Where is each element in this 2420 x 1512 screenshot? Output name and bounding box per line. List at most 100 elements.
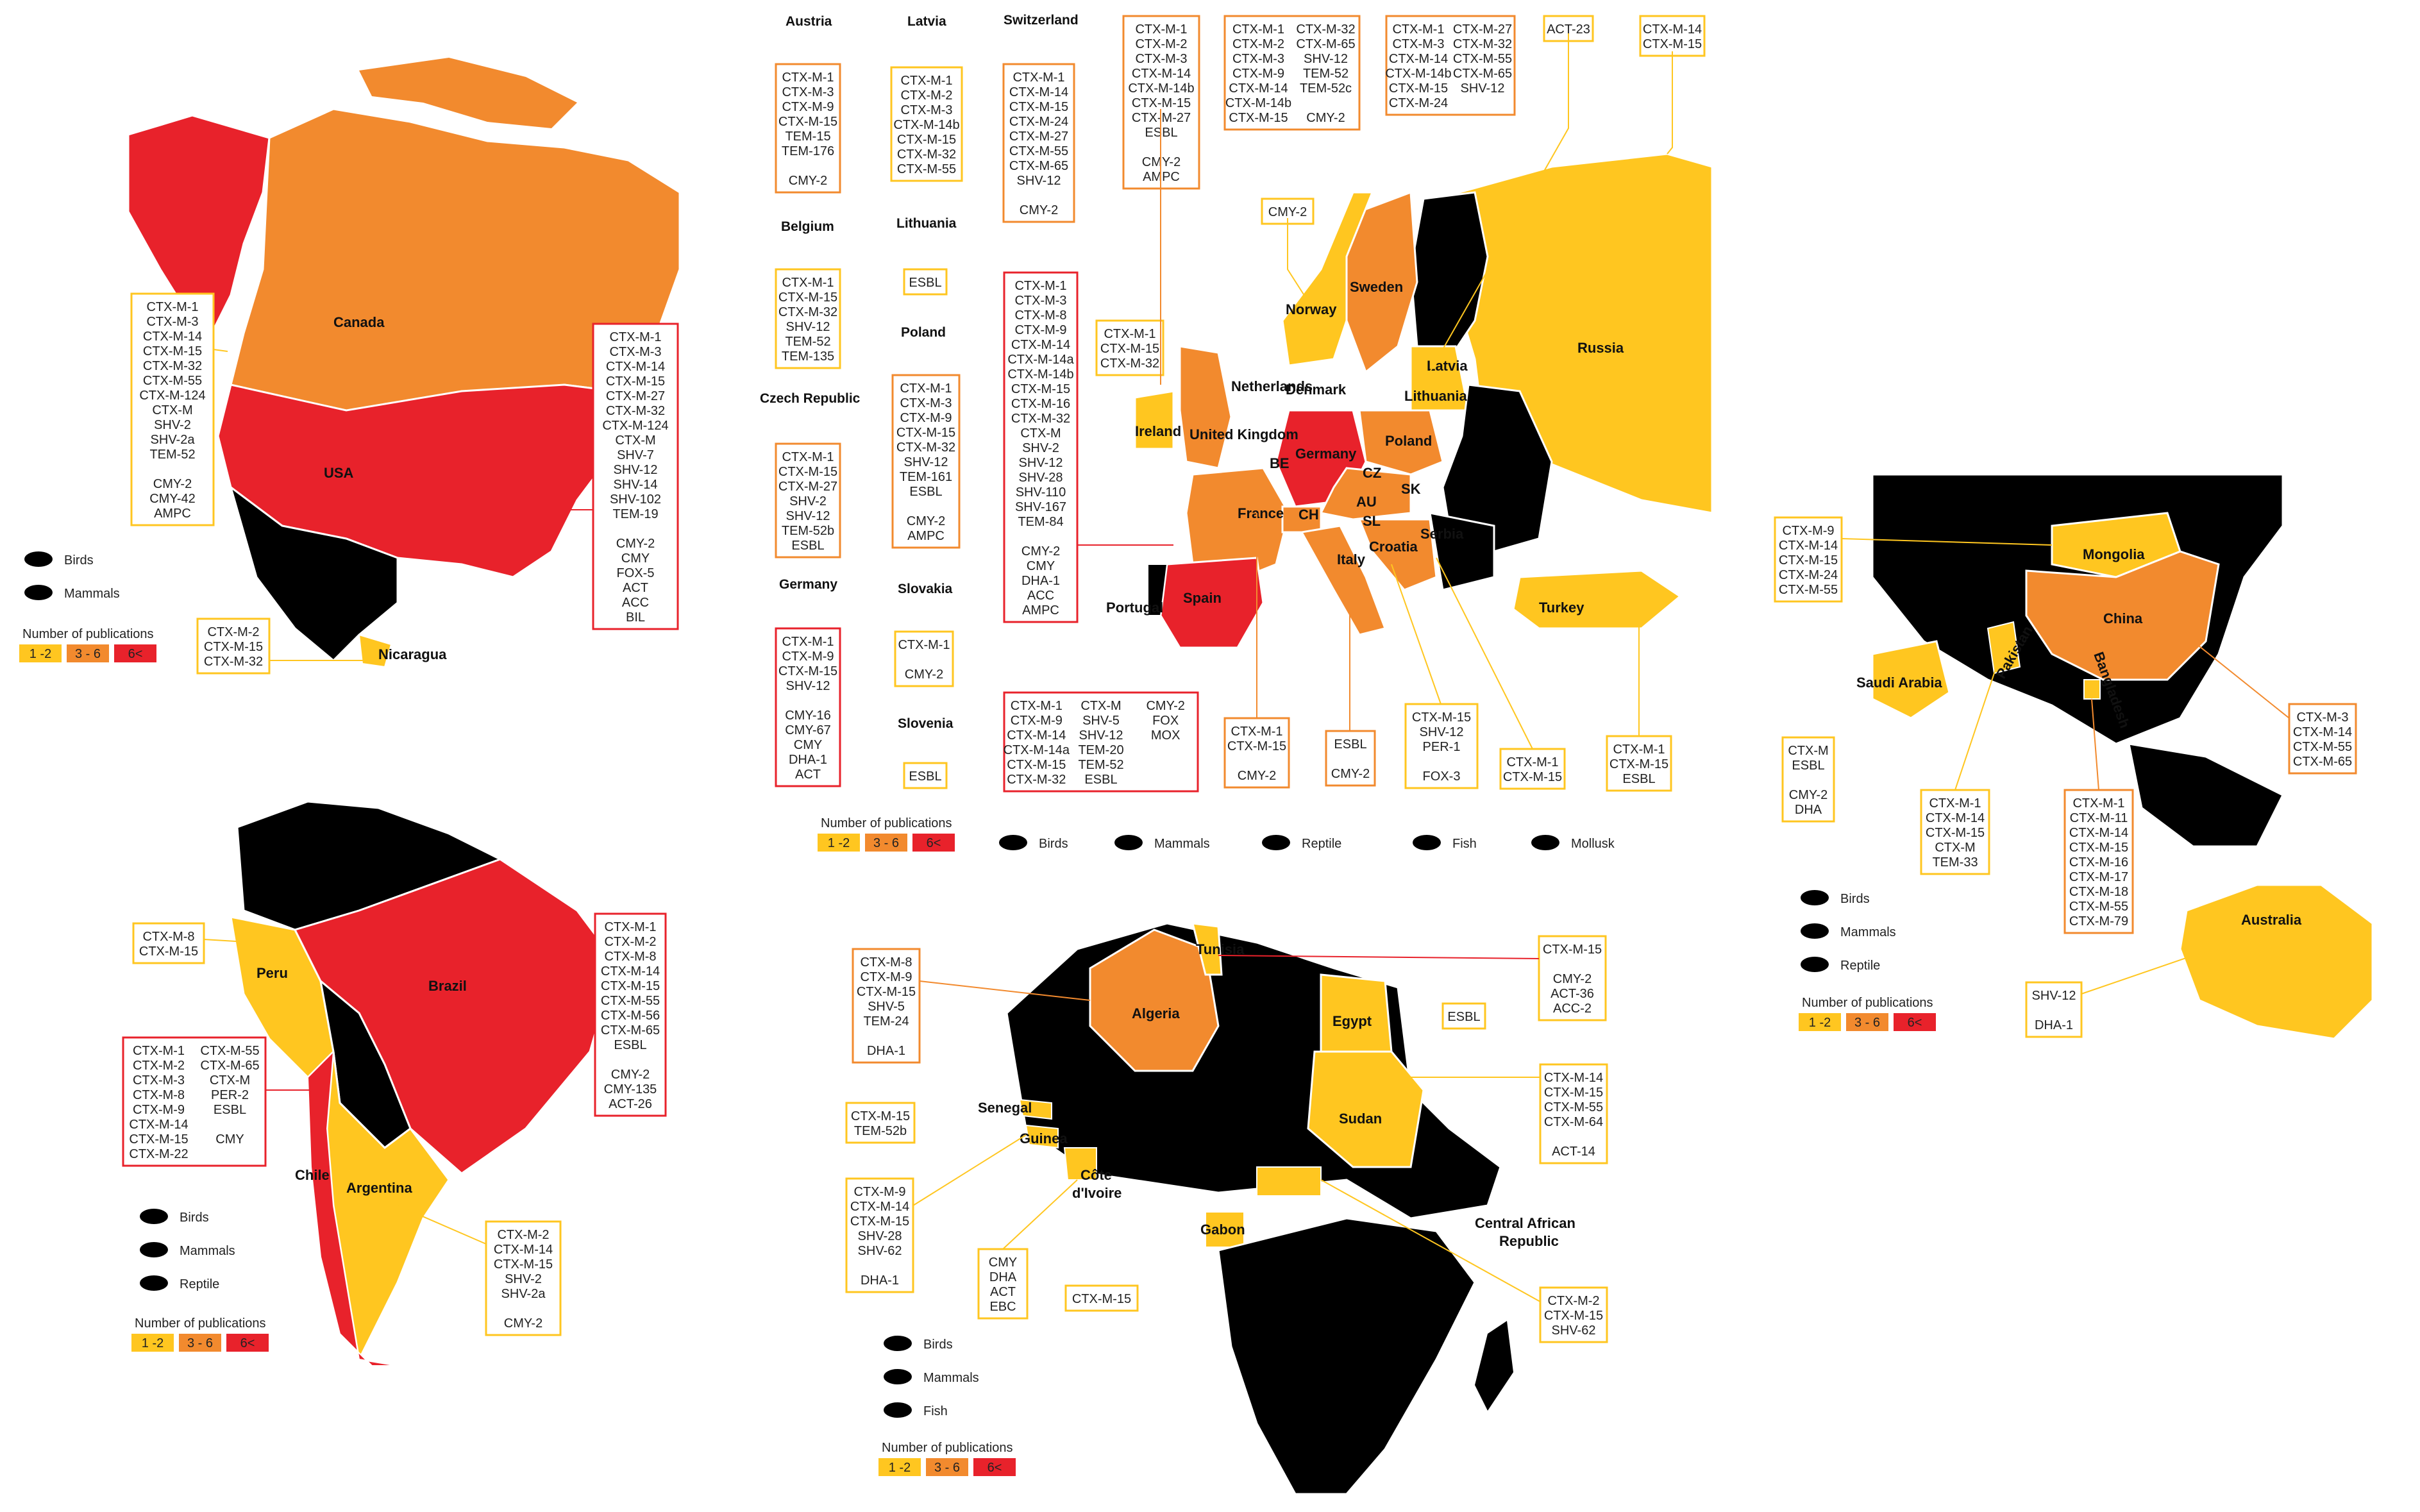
- gene-label: ESBL: [791, 539, 824, 553]
- gene-label: CTX-M-24: [1009, 115, 1068, 129]
- gene-label: SHV-2: [789, 494, 827, 508]
- gene-label: CTX-M-14b: [1128, 81, 1194, 96]
- region-bangladesh: [2083, 679, 2101, 700]
- gene-label: CTX-M-15: [778, 290, 837, 305]
- gene-label: SHV-2: [505, 1272, 542, 1286]
- region-nicaragua: [358, 634, 392, 668]
- legend-label-high: 6<: [987, 1461, 1002, 1475]
- europe-panel: Russia Sweden Norway Latvia Lithuania De…: [760, 13, 1713, 793]
- region-chile: [307, 1050, 398, 1366]
- legend-reptile: Reptile: [180, 1277, 219, 1291]
- gene-label: CTX-M-1: [900, 382, 952, 396]
- gene-label: CTX-M-18: [2069, 885, 2128, 899]
- gene-label: SHV-5: [868, 1000, 905, 1014]
- gene-label: CMY-2: [1146, 699, 1184, 713]
- region-balkans-east: [1429, 512, 1495, 591]
- gene-label: CTX-M-14b: [1007, 367, 1073, 382]
- gene-label: CTX-M-1: [2072, 796, 2124, 811]
- region-southern-africa: [1217, 1217, 1476, 1495]
- gene-label: CTX-M-14: [2069, 826, 2128, 840]
- label-egypt: Egypt: [1332, 1013, 1372, 1029]
- gene-label: CTX-M-55: [1779, 583, 1838, 597]
- legend-label-low: 1 -2: [889, 1461, 911, 1475]
- region-alaska: [127, 114, 271, 335]
- gene-label: CTX-M-32: [1100, 357, 1159, 371]
- gene-label: CTX-M-65: [1296, 37, 1355, 51]
- label-ch: CH: [1298, 507, 1319, 523]
- gene-label: CTX-M: [152, 403, 192, 417]
- gene-label: CTX-M-2: [133, 1059, 185, 1073]
- label-guinea: Guinea: [1020, 1130, 1068, 1147]
- label-russia: Russia: [1577, 340, 1624, 356]
- gene-label: CMY: [794, 738, 822, 752]
- gene-label: AMPC: [907, 529, 945, 543]
- label-tunisia: Tunisia: [1196, 941, 1245, 957]
- gene-label: DHA-1: [789, 753, 827, 767]
- gene-label: ACT: [795, 768, 821, 782]
- fish-icon: [1413, 835, 1441, 850]
- gene-label: SHV-12: [1304, 52, 1348, 66]
- gene-label: ACT: [990, 1285, 1016, 1299]
- gene-label: CTX-M-14a: [1004, 743, 1070, 757]
- gene-label: TEM-135: [782, 349, 834, 364]
- gene-label: CTX-M-14: [601, 964, 660, 979]
- legend-mammals: Mammals: [1154, 837, 1210, 851]
- region-madagascar: [1475, 1321, 1513, 1411]
- mammals-icon: [884, 1369, 912, 1384]
- label-croatia: Croatia: [1369, 539, 1418, 555]
- gene-label: CTX-M-15: [851, 1109, 910, 1123]
- gene-label: CTX-M-24: [1389, 96, 1448, 110]
- gene-label: AMPC: [154, 507, 191, 521]
- label-norway: Norway: [1286, 301, 1337, 317]
- gene-label: CTX-M-1: [1613, 743, 1665, 757]
- label-portugal: Portugal: [1106, 600, 1163, 616]
- gene-label: CTX-M-3: [900, 103, 952, 117]
- gene-label: DHA: [1795, 803, 1822, 817]
- gene-label: CMY-2: [1238, 769, 1276, 783]
- legend-swatch-low: [878, 1458, 921, 1476]
- gene-label: CTX-M-3: [782, 85, 834, 99]
- gene-label: SHV-7: [617, 448, 654, 462]
- region-guinea: [1025, 1124, 1059, 1149]
- legend-swatch-mid: [67, 644, 109, 662]
- label-nicaragua: Nicaragua: [378, 646, 447, 662]
- gene-label: CTX-M-8: [604, 950, 656, 964]
- region-france: [1185, 467, 1290, 578]
- gene-label: FOX-3: [1423, 769, 1461, 784]
- birds-icon: [24, 551, 53, 567]
- legend-mammals: Mammals: [923, 1371, 979, 1385]
- gene-label: TEM-52: [149, 448, 195, 462]
- heading-belgium: Belgium: [781, 219, 834, 234]
- gene-label: CTX-M: [1080, 699, 1121, 713]
- gene-label: ESBL: [1622, 772, 1655, 786]
- gene-label: CTX-M-15: [850, 1214, 909, 1229]
- gene-box-sweden: CTX-M-1CTX-M-3CTX-M-14CTX-M-14bCTX-M-15C…: [1385, 15, 1516, 116]
- region-central: [1319, 467, 1412, 521]
- gene-label: CTX-M-9: [900, 411, 952, 425]
- label-netherlands: Netherlands: [1231, 378, 1313, 394]
- gene-label: CTX-M-1: [1014, 279, 1066, 293]
- gene-label: CMY-2: [1553, 972, 1592, 986]
- gene-box-belgium: CTX-M-1CTX-M-15CTX-M-32SHV-12TEM-52TEM-1…: [775, 268, 841, 369]
- gene-label: CTX-M-15: [778, 664, 837, 678]
- gene-label: CTX-M-15: [1009, 100, 1068, 114]
- region-algeria: [1089, 928, 1220, 1072]
- gene-label: BIL: [626, 610, 645, 625]
- gene-label: CTX-M-15: [896, 426, 955, 440]
- legend-mammals: Mammals: [64, 587, 120, 601]
- gene-label: DHA-1: [867, 1044, 905, 1058]
- gene-label: CMY-2: [1306, 111, 1345, 125]
- label-uk: United Kingdom: [1189, 426, 1298, 442]
- north-america-panel: Canada USA Nicaragua CTX-M-1CTX-M-3CTX-M…: [127, 58, 681, 675]
- heading-slovenia: Slovenia: [898, 716, 954, 731]
- region-canada-islands: [359, 58, 577, 128]
- gene-label: SHV-2: [154, 418, 191, 432]
- gene-label: CTX-M-55: [1544, 1100, 1603, 1114]
- gene-label: SHV-12: [1079, 728, 1123, 743]
- gene-label: CMY-2: [616, 537, 655, 551]
- reptile-icon: [1801, 957, 1829, 972]
- gene-label: CTX-M-1: [782, 635, 834, 649]
